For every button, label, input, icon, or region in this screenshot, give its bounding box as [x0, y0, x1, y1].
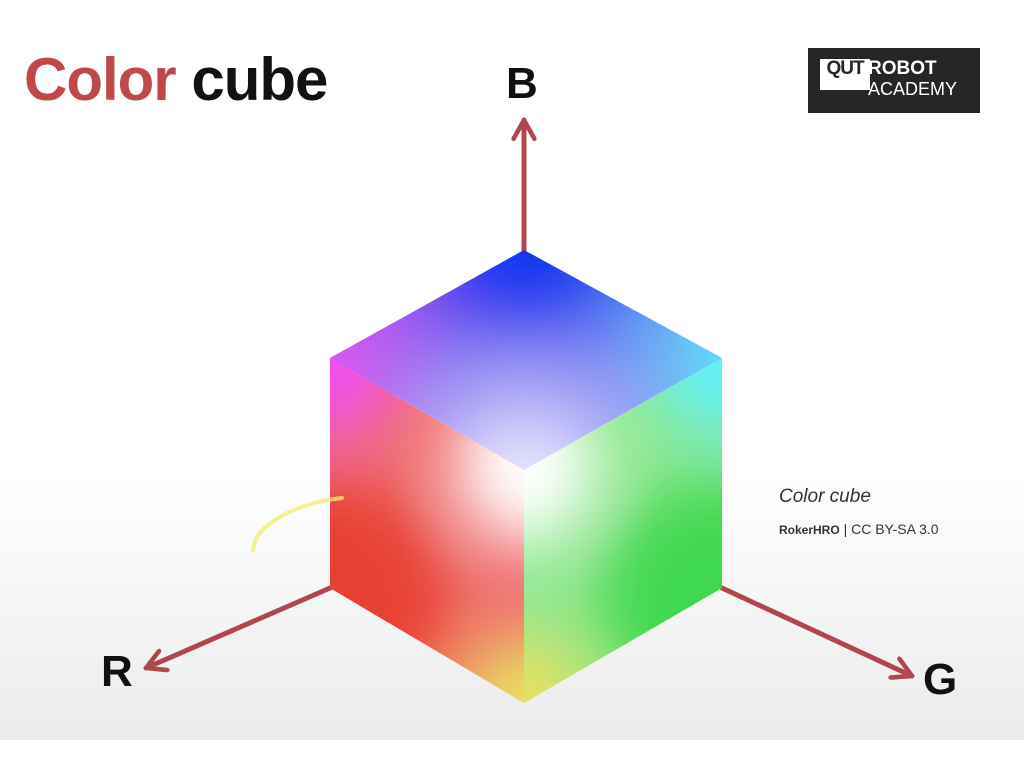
title-word-color: Color [24, 46, 177, 113]
highlighter-annotation [251, 496, 344, 552]
qut-robot-academy-logo: QUT ROBOT ACADEMY [808, 48, 980, 113]
slide-title: Color cube [24, 40, 328, 120]
axis-label-b: B [506, 59, 538, 108]
top-letterbox [0, 0, 1024, 30]
axis-label-g: G [923, 655, 958, 704]
credit-author: RokerHRO [779, 523, 840, 537]
image-credit-line: RokerHRO | CC BY-SA 3.0 [779, 519, 939, 540]
r-axis-arrow [143, 585, 333, 668]
title-word-cube: cube [191, 46, 328, 113]
bottom-letterbox [0, 740, 1024, 768]
image-credit-caption: Color cube [779, 486, 871, 507]
credit-license: CC BY-SA 3.0 [851, 521, 939, 537]
credit-separator: | [839, 521, 852, 537]
axis-label-r: R [101, 647, 133, 696]
logo-text-robot: ROBOT [868, 58, 937, 79]
g-axis-arrow [719, 585, 915, 676]
logo-text-academy: ACADEMY [868, 79, 958, 99]
qut-logo-mark: QUT [820, 59, 870, 90]
